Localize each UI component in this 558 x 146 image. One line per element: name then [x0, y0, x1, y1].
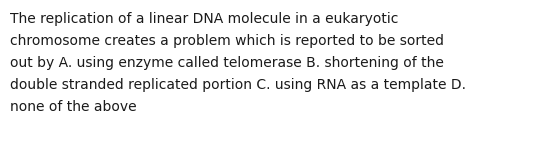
Text: The replication of a linear DNA molecule in a eukaryotic: The replication of a linear DNA molecule…: [10, 12, 398, 26]
Text: chromosome creates a problem which is reported to be sorted: chromosome creates a problem which is re…: [10, 34, 444, 48]
Text: none of the above: none of the above: [10, 100, 137, 114]
Text: out by A. using enzyme called telomerase B. shortening of the: out by A. using enzyme called telomerase…: [10, 56, 444, 70]
Text: double stranded replicated portion C. using RNA as a template D.: double stranded replicated portion C. us…: [10, 78, 466, 92]
